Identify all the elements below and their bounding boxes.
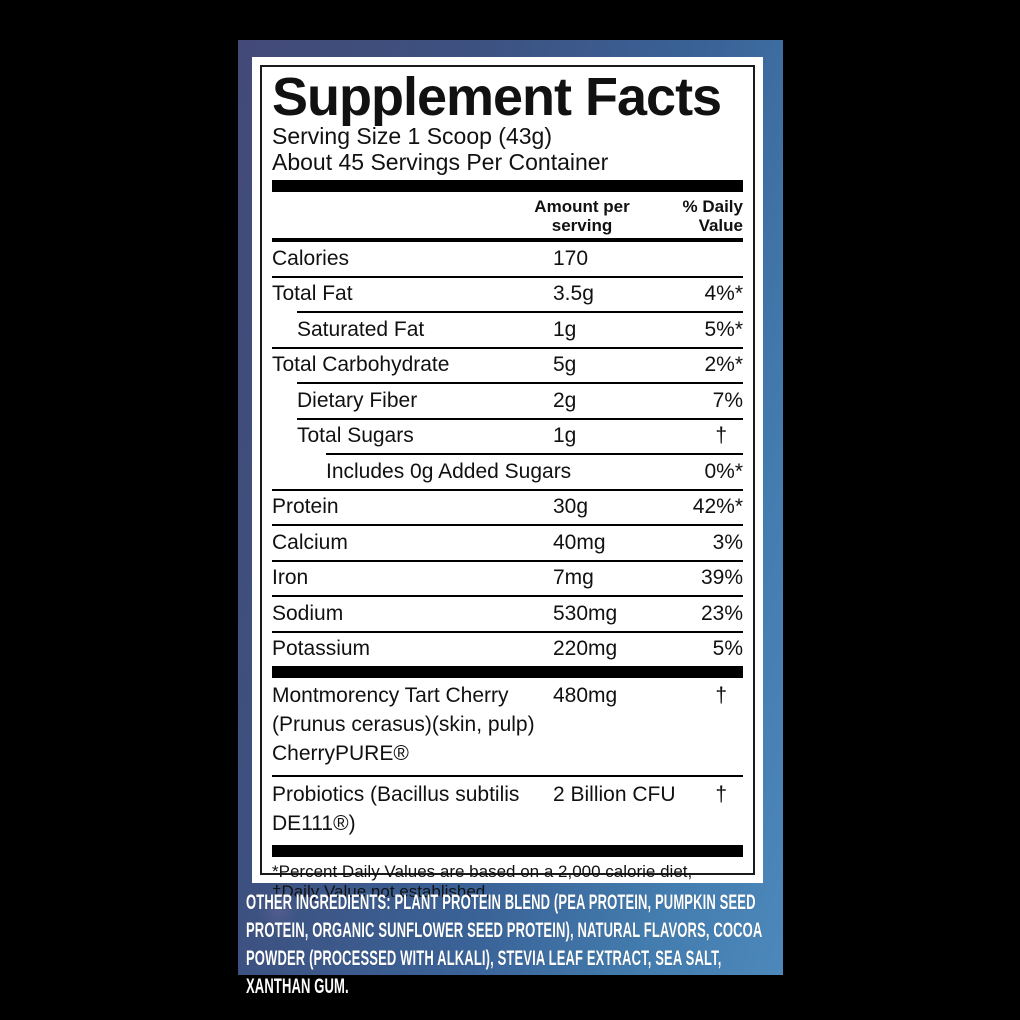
nutrient-label: Protein [272, 495, 339, 519]
row-divider [272, 346, 743, 349]
nutrient-daily-value: 39% [700, 566, 743, 590]
nutrient-amount: 40mg [553, 530, 606, 554]
supplement-facts-border: Supplement Facts Serving Size 1 Scoop (4… [260, 65, 755, 901]
row-divider [272, 630, 743, 633]
nutrient-row-total-sugars: Total Sugars 1g † [272, 420, 743, 454]
nutrient-amount: 5g [553, 353, 577, 377]
nutrient-label: Total Sugars [297, 424, 414, 448]
row-divider [326, 453, 743, 455]
nutrient-label: Calcium [272, 530, 348, 554]
nutrient-label: Potassium [272, 637, 371, 661]
nutrient-amount: 480mg [553, 684, 618, 707]
nutrient-row-potassium: Potassium 220mg 5% [272, 633, 743, 667]
nutrient-row-calcium: Calcium 40mg 3% [272, 526, 743, 560]
nutrient-amount: 1g [553, 317, 577, 341]
divider-bar [272, 666, 743, 678]
row-divider [272, 275, 743, 278]
nutrient-label: Calories [272, 246, 350, 270]
nutrient-daily-value: † [715, 424, 727, 448]
nutrient-daily-value: 7% [712, 388, 743, 412]
nutrient-label: Montmorency Tart Cherry (Prunus cerasus)… [272, 684, 535, 765]
divider-bar [272, 180, 743, 192]
nutrient-row-total-carbohydrate: Total Carbohydrate 5g 2%* [272, 349, 743, 383]
divider-bar [272, 845, 743, 857]
daily-value-column-header: % Daily Value [682, 197, 743, 235]
nutrient-label: Sodium [272, 601, 344, 625]
nutrient-amount: 2 Billion CFU [553, 783, 676, 806]
row-divider [297, 311, 743, 313]
supplement-facts-title: Supplement Facts [272, 67, 722, 127]
nutrient-row-calories: Calories 170 [272, 242, 743, 276]
product-pouch-background: Supplement Facts Serving Size 1 Scoop (4… [238, 40, 783, 998]
nutrient-amount: 170 [553, 246, 589, 270]
footnote-percent-daily-values: *Percent Daily Values are based on a 2,0… [272, 862, 693, 881]
column-header-row: Amount per serving % Daily Value [272, 192, 743, 242]
nutrient-daily-value: 5%* [704, 317, 743, 341]
row-divider [297, 417, 743, 420]
nutrient-daily-value: 42%* [692, 495, 743, 519]
nutrient-daily-value: 0%* [704, 459, 743, 483]
servings-per-container-text: About 45 Servings Per Container [272, 149, 609, 175]
nutrient-label: Total Carbohydrate [272, 353, 450, 377]
row-divider [272, 559, 743, 562]
nutrient-daily-value: 4%* [704, 282, 743, 306]
nutrient-row-sodium: Sodium 530mg 23% [272, 597, 743, 631]
row-divider [272, 595, 743, 597]
nutrient-daily-value: 2%* [704, 353, 743, 377]
nutrient-row-protein: Protein 30g 42%* [272, 491, 743, 525]
nutrient-amount: 3.5g [553, 282, 594, 306]
row-divider [297, 382, 743, 384]
footnotes: *Percent Daily Values are based on a 2,0… [272, 857, 743, 902]
nutrient-amount: 30g [553, 495, 589, 519]
nutrient-label: Saturated Fat [297, 317, 425, 341]
nutrient-amount: 2g [553, 388, 577, 412]
footnote-daily-value-not-established: †Daily Value not established, [272, 882, 490, 901]
other-ingredients-text: OTHER INGREDIENTS: PLANT PROTEIN BLEND (… [246, 891, 762, 998]
row-divider [272, 488, 743, 491]
nutrient-label: Iron [272, 566, 309, 590]
amount-column-header: Amount per serving [534, 197, 630, 235]
supplement-facts-panel: Supplement Facts Serving Size 1 Scoop (4… [252, 57, 763, 901]
nutrient-label: Total Fat [272, 282, 353, 306]
serving-size-text: Serving Size 1 Scoop (43g) [272, 123, 552, 149]
nutrient-amount: 220mg [553, 637, 618, 661]
nutrient-row-tart-cherry: Montmorency Tart Cherry (Prunus cerasus)… [272, 678, 743, 775]
nutrient-row-saturated-fat: Saturated Fat 1g 5%* [272, 313, 743, 347]
nutrient-row-probiotics: Probiotics (Bacillus subtilis DE111®) 2 … [272, 777, 743, 845]
nutrient-label: Includes 0g Added Sugars [326, 459, 572, 483]
nutrient-daily-value: 23% [700, 601, 743, 625]
nutrient-amount: 530mg [553, 601, 618, 625]
nutrient-row-added-sugars: Includes 0g Added Sugars 0%* [272, 455, 743, 489]
row-divider [272, 524, 743, 526]
nutrient-daily-value: † [715, 684, 727, 707]
nutrient-label: Dietary Fiber [297, 388, 418, 412]
nutrient-daily-value: 3% [712, 530, 743, 554]
nutrient-row-dietary-fiber: Dietary Fiber 2g 7% [272, 384, 743, 418]
nutrient-daily-value: 5% [712, 637, 743, 661]
nutrient-amount: 1g [553, 424, 577, 448]
nutrient-label: Probiotics (Bacillus subtilis DE111®) [272, 783, 520, 835]
nutrient-row-total-fat: Total Fat 3.5g 4%* [272, 278, 743, 312]
nutrient-amount: 7mg [553, 566, 594, 590]
row-divider [272, 775, 743, 777]
nutrient-daily-value: † [715, 783, 727, 806]
nutrient-row-iron: Iron 7mg 39% [272, 562, 743, 596]
